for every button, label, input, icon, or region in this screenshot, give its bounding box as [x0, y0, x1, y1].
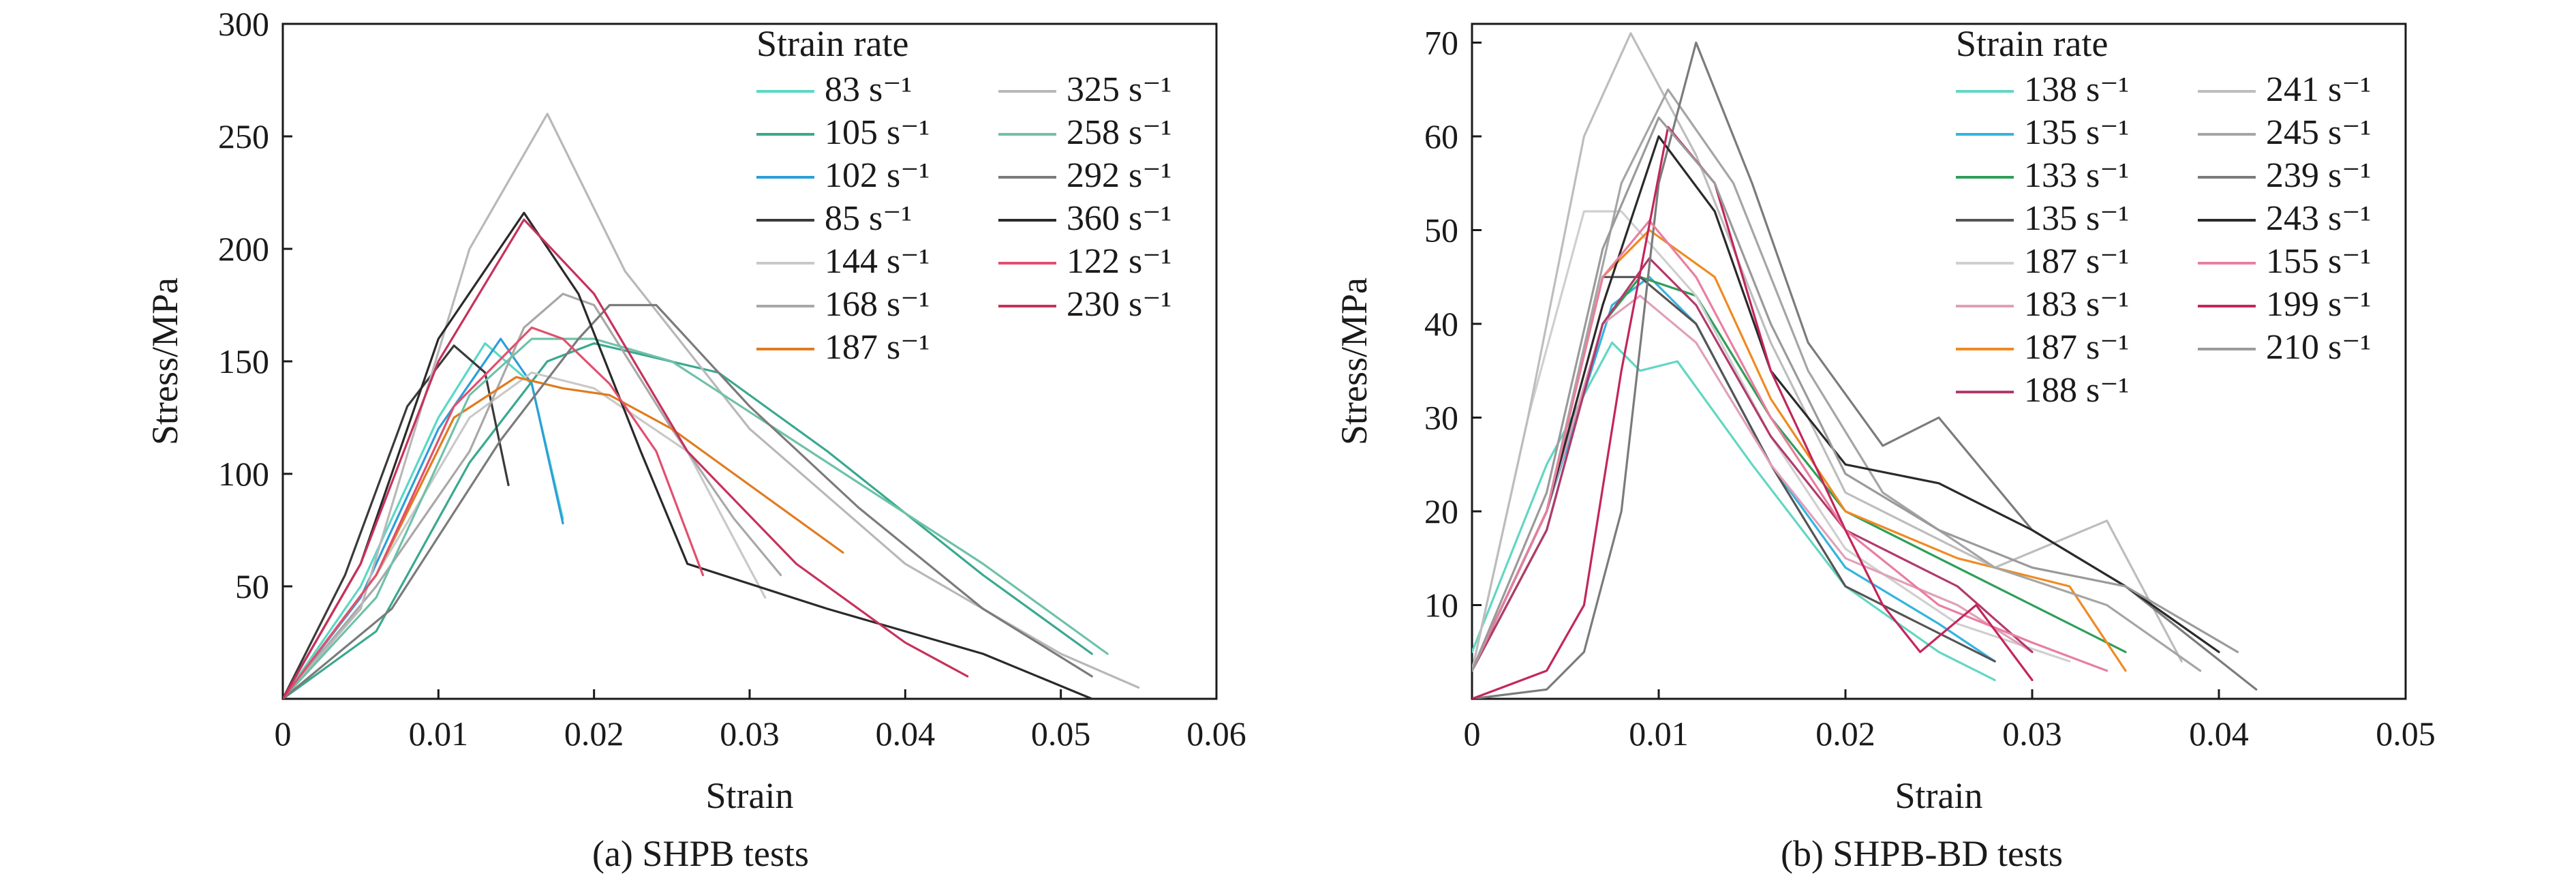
series-line-10: [283, 303, 1093, 699]
y-tick-label: 100: [218, 455, 269, 493]
x-tick-label: 0.04: [876, 715, 936, 753]
x-tick-label: 0.01: [1629, 715, 1689, 753]
series-line-13: [283, 218, 969, 699]
legend-entry: 144 s⁻¹: [825, 242, 930, 281]
legend-entry: 102 s⁻¹: [825, 156, 930, 195]
panel-caption: (a) SHPB tests: [592, 833, 809, 874]
legend-entry: 155 s⁻¹: [2266, 242, 2371, 281]
series-line-5: [283, 371, 767, 699]
x-tick-label: 0.03: [2002, 715, 2062, 753]
x-axis-title: Strain: [1895, 775, 1983, 816]
y-axis-title: Stress/MPa: [144, 277, 185, 445]
y-tick-label: 150: [218, 342, 269, 380]
y-tick-label: 10: [1424, 586, 1458, 625]
x-tick-label: 0.05: [1031, 715, 1091, 753]
series-line-6: [283, 292, 782, 699]
legend-entry: 210 s⁻¹: [2266, 328, 2371, 367]
legend-entry: 183 s⁻¹: [2024, 285, 2129, 324]
series-line-15: [1472, 116, 2239, 672]
x-tick-label: 0.05: [2376, 715, 2436, 753]
y-tick-label: 50: [235, 567, 269, 605]
x-tick-label: 0.06: [1186, 715, 1246, 753]
x-tick-label: 0.02: [1815, 715, 1875, 753]
legend-title: Strain rate: [756, 23, 908, 64]
y-tick-label: 70: [1424, 24, 1458, 62]
legend-entry: 292 s⁻¹: [1067, 156, 1171, 195]
legend-entry: 187 s⁻¹: [2024, 242, 2129, 281]
y-axis-title: Stress/MPa: [1334, 277, 1375, 445]
y-tick-label: 250: [218, 117, 269, 155]
series-line-9: [283, 337, 1109, 699]
legend-entry: 105 s⁻¹: [825, 113, 930, 152]
legend-entry: 135 s⁻¹: [2024, 113, 2129, 152]
x-tick-label: 0.03: [720, 715, 780, 753]
legend-title: Strain rate: [1956, 23, 2108, 64]
y-tick-label: 200: [218, 230, 269, 268]
series-line-5: [1472, 210, 2071, 672]
legend-entry: 230 s⁻¹: [1067, 285, 1171, 324]
series-line-10: [1472, 88, 2202, 672]
legend-entry: 135 s⁻¹: [2024, 199, 2129, 238]
series-line-11: [283, 211, 1093, 699]
legend-entry: 245 s⁻¹: [2266, 113, 2371, 152]
plot-frame: [1471, 22, 2407, 700]
x-tick-label: 0: [1464, 715, 1481, 753]
y-tick-label: 30: [1424, 399, 1458, 437]
series-line-8: [1472, 257, 2034, 672]
legend-entry: 187 s⁻¹: [2024, 328, 2129, 367]
series-line-12: [283, 326, 705, 699]
legend-entry: 258 s⁻¹: [1067, 113, 1171, 152]
legend-entry: 199 s⁻¹: [2266, 285, 2371, 324]
legend-entry: 188 s⁻¹: [2024, 371, 2129, 410]
legend-entry: 83 s⁻¹: [825, 70, 912, 109]
legend-entry: 325 s⁻¹: [1067, 70, 1171, 109]
x-tick-label: 0.02: [564, 715, 624, 753]
series-line-14: [1472, 125, 2034, 699]
legend-entry: 85 s⁻¹: [825, 199, 912, 238]
legend-entry: 122 s⁻¹: [1067, 242, 1171, 281]
series-line-13: [1472, 220, 2109, 672]
x-tick-label: 0.01: [409, 715, 469, 753]
legend-entry: 239 s⁻¹: [2266, 156, 2371, 195]
legend-entry: 187 s⁻¹: [825, 328, 930, 367]
legend-entry: 243 s⁻¹: [2266, 199, 2371, 238]
y-tick-label: 300: [218, 5, 269, 43]
x-axis-title: Strain: [706, 775, 794, 816]
series-line-2: [283, 342, 1093, 699]
series-group: [1472, 32, 2258, 699]
legend-entry: 241 s⁻¹: [2266, 70, 2371, 109]
y-tick-label: 40: [1424, 305, 1458, 343]
y-tick-label: 60: [1424, 117, 1458, 155]
legend-entry: 168 s⁻¹: [825, 285, 930, 324]
y-tick-label: 50: [1424, 211, 1458, 250]
chart-panel-1: 0 0.01 0.02 0.03 0.04 0.05 0.06 50 100 150 200 250 3…: [144, 5, 1246, 874]
series-line-6: [1472, 295, 2034, 672]
panel-caption: (b) SHPB-BD tests: [1781, 833, 2063, 874]
legend-entry: 133 s⁻¹: [2024, 156, 2129, 195]
y-tick-label: 20: [1424, 492, 1458, 530]
legend-entry: 138 s⁻¹: [2024, 70, 2129, 109]
x-tick-label: 0: [275, 715, 292, 753]
series-line-7: [283, 376, 844, 699]
series-group: [283, 112, 1140, 699]
series-line-8: [283, 112, 1140, 699]
x-tick-label: 0.04: [2189, 715, 2249, 753]
chart-panel-2: 0 0.01 0.02 0.03 0.04 0.05 10 20 30 40 50 60 70 Strai…: [1334, 22, 2436, 874]
legend-entry: 360 s⁻¹: [1067, 199, 1171, 238]
